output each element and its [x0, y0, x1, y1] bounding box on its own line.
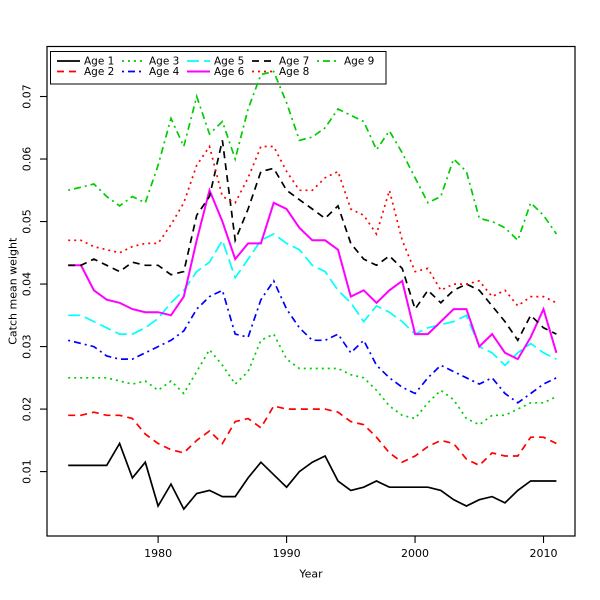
- legend-label-age-8: Age 8: [279, 66, 309, 78]
- y-axis-label: Catch mean weight: [7, 237, 20, 345]
- plot-box: [46, 45, 576, 537]
- legend-item-age-9: Age 9: [317, 56, 374, 68]
- legend-item-age-1: Age 1: [57, 56, 114, 68]
- legend-item-age-4: Age 4: [122, 66, 180, 78]
- legend-label-age-4: Age 4: [149, 66, 180, 78]
- y-tick-label-0.02: 0.02: [21, 397, 34, 422]
- y-tick-label-0.01: 0.01: [21, 459, 34, 484]
- series-line-age-9: [67, 70, 558, 242]
- x-tick-label-1990: 1990: [273, 547, 301, 560]
- legend-item-age-7: Age 7: [252, 56, 309, 68]
- x-tick-label-2000: 2000: [401, 547, 429, 560]
- series-line-age-8: [68, 144, 557, 308]
- legend-label-age-3: Age 3: [149, 56, 179, 68]
- x-tick-label-2010: 2010: [530, 547, 558, 560]
- legend-item-age-5: Age 5: [187, 56, 244, 68]
- legend-label-age-2: Age 2: [84, 66, 114, 78]
- legend-item-age-2: Age 2: [57, 66, 114, 78]
- legend-label-age-7: Age 7: [279, 56, 309, 68]
- series-line-age-6: [68, 187, 558, 361]
- legend-item-age-3: Age 3: [122, 56, 179, 68]
- y-tick-label-0.04: 0.04: [21, 272, 34, 297]
- x-axis-label: Year: [298, 568, 323, 581]
- legend-label-age-6: Age 6: [214, 66, 245, 78]
- y-tick-label-0.05: 0.05: [21, 209, 34, 234]
- x-tick-label-1980: 1980: [144, 547, 172, 560]
- series-line-age-2: [68, 405, 557, 467]
- legend-label-age-5: Age 5: [214, 56, 244, 68]
- series-line-age-5: [68, 233, 557, 367]
- legend-label-age-9: Age 9: [344, 56, 374, 68]
- y-tick-label-0.03: 0.03: [21, 334, 34, 359]
- y-tick-label-0.06: 0.06: [21, 147, 34, 172]
- series-line-age-7: [68, 140, 557, 342]
- legend-label-age-1: Age 1: [84, 56, 114, 68]
- legend-item-age-6: Age 6: [187, 66, 245, 78]
- y-tick-label-0.07: 0.07: [21, 84, 34, 109]
- legend-box: [50, 51, 387, 85]
- series-line-age-1: [68, 441, 557, 511]
- legend-item-age-8: Age 8: [252, 66, 309, 78]
